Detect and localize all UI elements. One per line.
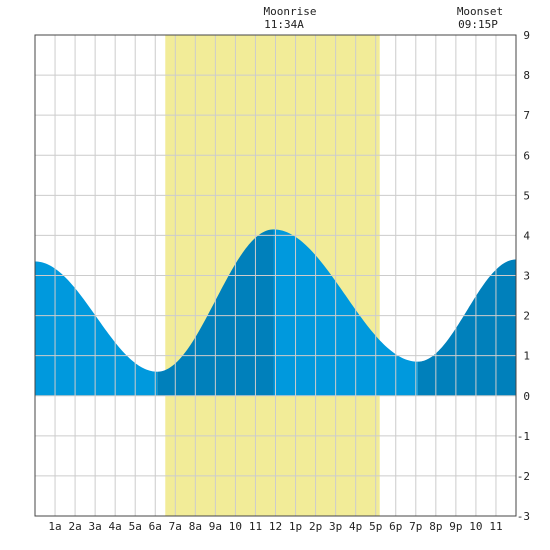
x-tick-label: 1p: [289, 520, 302, 533]
x-tick-label: 2p: [309, 520, 322, 533]
y-tick-label: 4: [523, 229, 530, 242]
y-tick-label: 1: [523, 350, 530, 363]
x-tick-label: 9a: [209, 520, 222, 533]
x-tick-label: 10: [469, 520, 482, 533]
x-tick-label: 2a: [68, 520, 81, 533]
x-tick-label: 11: [489, 520, 502, 533]
y-tick-label: 3: [523, 270, 530, 283]
x-tick-label: 8p: [429, 520, 442, 533]
y-tick-label: 6: [523, 149, 530, 162]
tide-area-segment-4: [417, 259, 516, 396]
y-tick-label: 0: [523, 390, 530, 403]
x-tick-label: 8a: [189, 520, 202, 533]
moonset-label: Moonset: [457, 5, 503, 18]
x-tick-label: 3a: [89, 520, 102, 533]
x-tick-label: 10: [229, 520, 242, 533]
y-tick-label: 9: [523, 29, 530, 42]
y-tick-label: -1: [517, 430, 530, 443]
x-tick-label: 5a: [129, 520, 142, 533]
moonrise-time: 11:34A: [264, 18, 304, 31]
y-tick-label: 2: [523, 310, 530, 323]
moonset-time: 09:15P: [458, 18, 498, 31]
y-tick-label: -3: [517, 510, 530, 523]
x-tick-label: 7a: [169, 520, 182, 533]
y-tick-label: 8: [523, 69, 530, 82]
x-tick-label: 4p: [349, 520, 362, 533]
y-tick-label: -2: [517, 470, 530, 483]
x-tick-label: 12: [269, 520, 282, 533]
plot-frame: [34, 34, 517, 517]
y-tick-label: 7: [523, 109, 530, 122]
x-tick-label: 3p: [329, 520, 342, 533]
x-tick-label: 1a: [48, 520, 61, 533]
x-tick-label: 11: [249, 520, 262, 533]
x-tick-label: 9p: [449, 520, 462, 533]
x-tick-label: 5p: [369, 520, 382, 533]
x-tick-label: 4a: [109, 520, 122, 533]
x-tick-label: 6p: [389, 520, 402, 533]
moonrise-label: Moonrise: [264, 5, 317, 18]
y-tick-label: 5: [523, 189, 530, 202]
tide-area-segment-3: [273, 229, 418, 396]
x-tick-label: 7p: [409, 520, 422, 533]
x-tick-label: 6a: [149, 520, 162, 533]
tide-area-segment-1: [35, 261, 158, 396]
